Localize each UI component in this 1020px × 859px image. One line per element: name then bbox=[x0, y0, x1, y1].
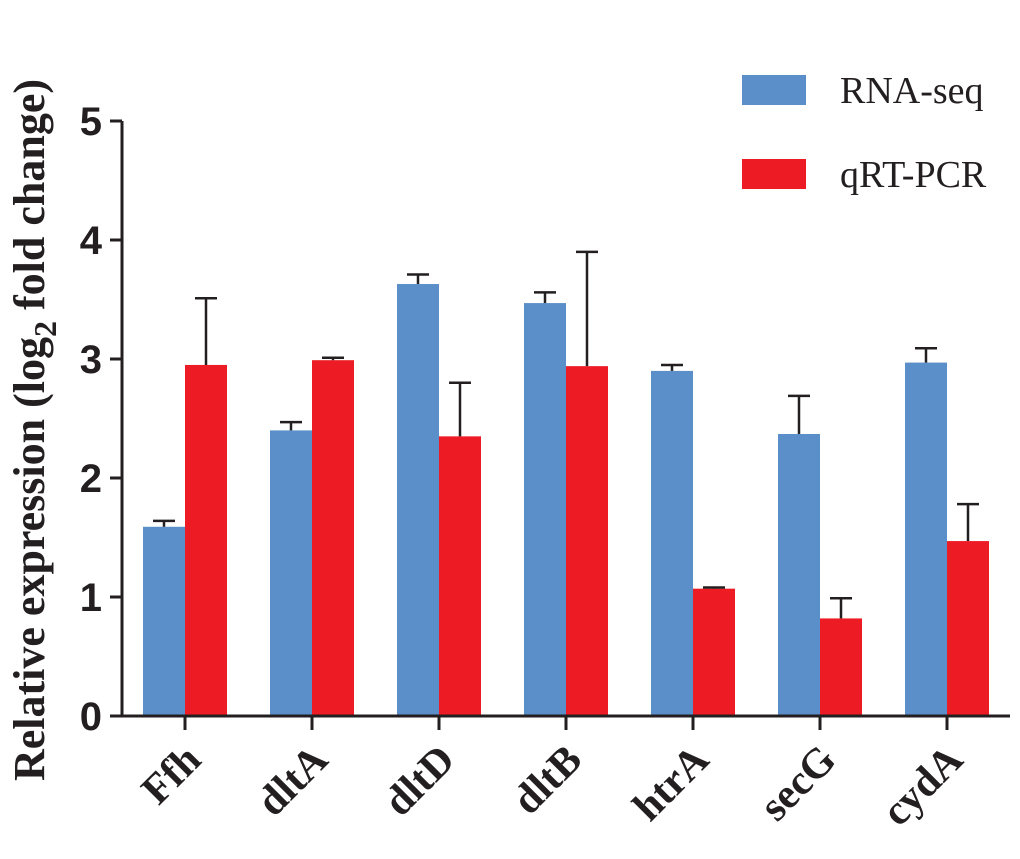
x-category-label: dltA bbox=[248, 736, 337, 825]
legend: RNA-seq qRT-PCR bbox=[742, 70, 987, 196]
legend-label-qrt-pcr: qRT-PCR bbox=[840, 154, 987, 196]
bar-rna-seq-dltA bbox=[270, 430, 312, 716]
y-tick-label: 5 bbox=[80, 100, 102, 144]
bar-rna-seq-dltB bbox=[524, 303, 566, 716]
bar-qrt-pcr-dltB bbox=[566, 366, 608, 716]
bar-qrt-pcr-dltD bbox=[439, 436, 481, 716]
y-axis-title-text: Relative expression (log2 fold change) bbox=[5, 79, 63, 781]
y-axis-title: Relative expression (log2 fold change) bbox=[5, 79, 63, 781]
y-tick-label: 0 bbox=[80, 695, 102, 739]
y-tick-label: 4 bbox=[80, 219, 103, 263]
y-axis-ticks: 0 1 2 3 4 5 bbox=[80, 100, 122, 739]
bar-qrt-pcr-htrA bbox=[693, 588, 735, 716]
error-bars bbox=[153, 250, 979, 619]
bar-qrt-pcr-dltA bbox=[312, 360, 354, 716]
legend-swatch-rna-seq bbox=[742, 75, 806, 105]
x-axis-category-labels: Ffh dltA dltD dltB htrA secG cydA bbox=[133, 736, 973, 835]
bar-rna-seq-dltD bbox=[397, 284, 439, 716]
y-tick-label: 3 bbox=[80, 338, 102, 382]
y-axis-title-subscript: 2 bbox=[27, 321, 63, 337]
legend-label-rna-seq: RNA-seq bbox=[840, 70, 984, 112]
bar-rna-seq-secG bbox=[778, 433, 820, 716]
bar-qrt-pcr-cydA bbox=[947, 541, 989, 716]
x-category-label: dltD bbox=[375, 737, 464, 826]
y-tick-label: 2 bbox=[80, 457, 102, 501]
x-category-label: dltB bbox=[504, 737, 591, 824]
y-axis-title-suffix: fold change) bbox=[5, 79, 54, 321]
y-axis-title-prefix: Relative expression (log bbox=[5, 337, 54, 781]
legend-swatch-qrt-pcr bbox=[742, 159, 806, 189]
y-tick-label: 1 bbox=[80, 576, 102, 620]
bar-qrt-pcr-Ffh bbox=[185, 364, 227, 716]
bars bbox=[143, 284, 989, 716]
bar-rna-seq-htrA bbox=[651, 370, 693, 716]
axes bbox=[120, 121, 1010, 730]
x-category-label: secG bbox=[752, 737, 846, 831]
x-category-label: cydA bbox=[874, 736, 973, 835]
bar-qrt-pcr-secG bbox=[820, 618, 862, 716]
x-category-label: htrA bbox=[625, 736, 719, 830]
bar-rna-seq-cydA bbox=[905, 362, 947, 716]
x-category-label: Ffh bbox=[133, 737, 210, 814]
bar-rna-seq-Ffh bbox=[143, 526, 185, 716]
